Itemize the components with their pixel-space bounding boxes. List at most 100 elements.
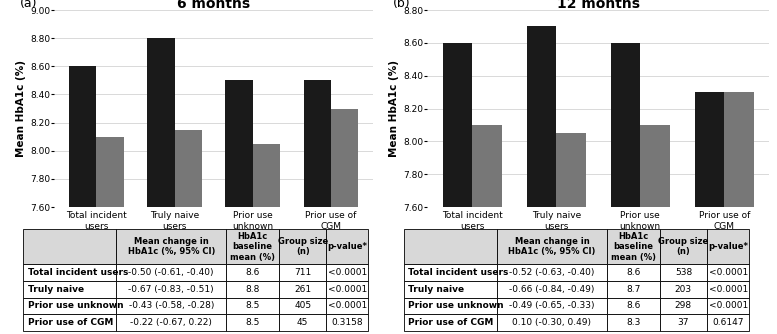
- Text: 298: 298: [675, 301, 692, 310]
- Bar: [253, 144, 280, 334]
- Bar: [707, 281, 749, 298]
- Bar: [226, 314, 279, 331]
- Bar: [404, 314, 497, 331]
- Bar: [226, 281, 279, 298]
- Bar: [724, 92, 754, 334]
- Y-axis label: Mean HbA1c (%): Mean HbA1c (%): [16, 60, 26, 157]
- Text: 261: 261: [294, 285, 312, 294]
- Bar: [326, 281, 368, 298]
- Text: (b): (b): [392, 0, 410, 10]
- Text: -0.52 (-0.63, -0.40): -0.52 (-0.63, -0.40): [509, 268, 594, 277]
- Bar: [23, 229, 117, 265]
- Text: Total incident users: Total incident users: [28, 268, 128, 277]
- Text: 405: 405: [294, 301, 312, 310]
- Bar: [226, 298, 279, 314]
- Text: 0.6147: 0.6147: [713, 318, 744, 327]
- Text: 203: 203: [675, 285, 692, 294]
- Text: <0.0001: <0.0001: [328, 301, 367, 310]
- Text: <0.0001: <0.0001: [328, 285, 367, 294]
- Bar: [472, 125, 502, 334]
- Bar: [279, 265, 326, 281]
- Bar: [331, 109, 358, 334]
- Text: -0.50 (-0.61, -0.40): -0.50 (-0.61, -0.40): [128, 268, 214, 277]
- Text: 0.3158: 0.3158: [332, 318, 363, 327]
- Text: -0.67 (-0.83, -0.51): -0.67 (-0.83, -0.51): [128, 285, 214, 294]
- Text: 711: 711: [294, 268, 312, 277]
- Bar: [660, 281, 707, 298]
- Bar: [497, 229, 607, 265]
- Bar: [404, 229, 497, 265]
- Bar: [96, 137, 124, 334]
- Bar: [497, 298, 607, 314]
- Bar: [707, 314, 749, 331]
- Bar: [117, 281, 226, 298]
- Text: <0.0001: <0.0001: [709, 301, 747, 310]
- Bar: [147, 38, 175, 334]
- Bar: [404, 265, 497, 281]
- Text: 37: 37: [678, 318, 689, 327]
- Bar: [556, 133, 586, 334]
- Bar: [23, 281, 117, 298]
- Text: 6 months: 6 months: [177, 0, 250, 11]
- Bar: [326, 314, 368, 331]
- Bar: [660, 298, 707, 314]
- Text: 8.6: 8.6: [626, 301, 640, 310]
- Text: p-value*: p-value*: [708, 242, 748, 251]
- Bar: [660, 265, 707, 281]
- Bar: [69, 66, 96, 334]
- Bar: [707, 265, 749, 281]
- Bar: [279, 229, 326, 265]
- Text: 8.6: 8.6: [246, 268, 260, 277]
- Bar: [279, 298, 326, 314]
- Bar: [607, 314, 660, 331]
- Text: HbA1c
baseline
mean (%): HbA1c baseline mean (%): [230, 232, 275, 262]
- Bar: [607, 229, 660, 265]
- Bar: [695, 92, 724, 334]
- Bar: [117, 314, 226, 331]
- Bar: [175, 130, 202, 334]
- Bar: [226, 229, 279, 265]
- Bar: [497, 314, 607, 331]
- Bar: [707, 229, 749, 265]
- Bar: [497, 265, 607, 281]
- Legend: HbA1c at baseline, HbA1c at 12 months: HbA1c at baseline, HbA1c at 12 months: [490, 253, 707, 262]
- Text: 12 months: 12 months: [557, 0, 639, 11]
- Text: 8.5: 8.5: [246, 301, 260, 310]
- Text: Truly naive: Truly naive: [28, 285, 84, 294]
- Bar: [611, 43, 640, 334]
- Text: -0.43 (-0.58, -0.28): -0.43 (-0.58, -0.28): [128, 301, 214, 310]
- Bar: [607, 281, 660, 298]
- Bar: [640, 125, 670, 334]
- Bar: [117, 298, 226, 314]
- Bar: [326, 265, 368, 281]
- Text: Prior use of CGM: Prior use of CGM: [409, 318, 494, 327]
- Text: Prior use of CGM: Prior use of CGM: [28, 318, 113, 327]
- Legend: HbA1c at baseline, HbA1c at 6 months: HbA1c at baseline, HbA1c at 6 months: [107, 253, 320, 262]
- Text: 0.10 (-0.30, 0.49): 0.10 (-0.30, 0.49): [513, 318, 591, 327]
- Text: Group size
(n): Group size (n): [658, 237, 709, 256]
- Bar: [607, 298, 660, 314]
- Text: 45: 45: [297, 318, 308, 327]
- Text: Truly naive: Truly naive: [409, 285, 465, 294]
- Text: (a): (a): [19, 0, 37, 10]
- Text: -0.22 (-0.67, 0.22): -0.22 (-0.67, 0.22): [131, 318, 212, 327]
- Bar: [527, 26, 556, 334]
- Text: Prior use unknown: Prior use unknown: [28, 301, 124, 310]
- Text: Group size
(n): Group size (n): [277, 237, 328, 256]
- Bar: [326, 298, 368, 314]
- Bar: [117, 265, 226, 281]
- Bar: [660, 314, 707, 331]
- Text: 8.8: 8.8: [246, 285, 260, 294]
- Text: <0.0001: <0.0001: [328, 268, 367, 277]
- Bar: [443, 43, 472, 334]
- Y-axis label: Mean HbA1c (%): Mean HbA1c (%): [389, 60, 399, 157]
- Bar: [23, 265, 117, 281]
- Bar: [304, 80, 331, 334]
- Bar: [117, 229, 226, 265]
- Text: <0.0001: <0.0001: [709, 285, 747, 294]
- Text: Mean change in
HbA1c (%, 95% CI): Mean change in HbA1c (%, 95% CI): [508, 237, 596, 256]
- Bar: [279, 281, 326, 298]
- Bar: [23, 314, 117, 331]
- Bar: [326, 229, 368, 265]
- Text: Prior use unknown: Prior use unknown: [409, 301, 504, 310]
